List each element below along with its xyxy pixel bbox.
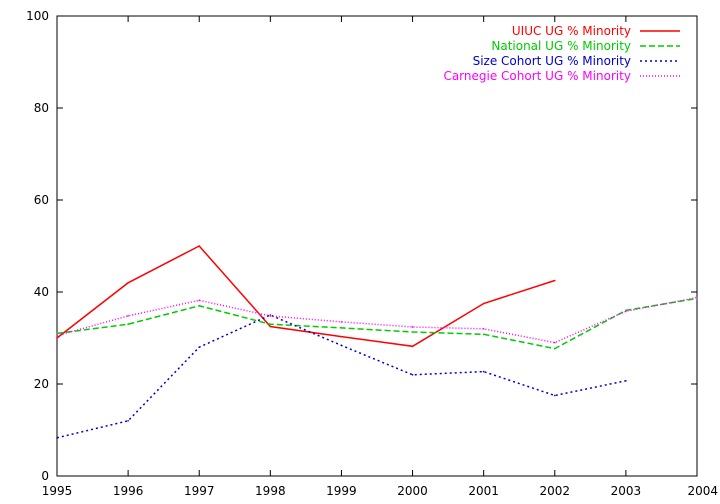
series-lines [56,245,698,438]
data-point [483,334,485,336]
data-point [412,331,414,333]
data-point [127,282,129,284]
y-tick-label: 40 [34,285,49,299]
data-point [412,326,414,328]
y-tick-label: 100 [26,9,49,23]
data-point [56,333,58,335]
data-point [554,280,556,282]
data-point [554,395,556,397]
x-tick-label: 2000 [397,484,428,498]
data-point [625,311,627,313]
data-point [56,335,58,337]
data-point [270,323,272,325]
x-tick-label: 1998 [255,484,286,498]
x-tick-labels: 1995 1996 1997 1998 1999 2000 2001 2002 2003 2004 [42,484,718,498]
data-point [412,345,414,347]
data-point [56,437,58,439]
data-point [198,346,200,348]
x-tick-label: 2003 [611,484,642,498]
legend-label: UIUC UG % Minority [512,24,631,38]
y-tick-labels: 0 20 40 60 80 100 [26,9,49,483]
x-tick-label: 2001 [468,484,499,498]
legend-label: Carnegie Cohort UG % Minority [443,69,631,83]
data-point [412,374,414,376]
data-point [127,315,129,317]
series-line-4 [57,298,697,343]
data-point [56,337,58,339]
axis-ticks [57,16,697,476]
data-point [198,245,200,247]
data-point [696,297,698,299]
data-point [127,323,129,325]
legend-label: National UG % Minority [491,39,631,53]
data-point [483,371,485,373]
y-tick-label: 0 [41,469,49,483]
series-line-1 [57,246,555,346]
series-line-3 [57,315,626,438]
data-point [554,342,556,344]
data-point [554,348,556,350]
y-tick-label: 80 [34,101,49,115]
x-tick-label: 1997 [184,484,215,498]
x-tick-label: 2004 [687,484,718,498]
data-point [625,380,627,382]
y-tick-label: 60 [34,193,49,207]
data-point [483,328,485,330]
data-point [341,321,343,323]
x-tick-label: 2002 [540,484,571,498]
data-point [127,420,129,422]
data-point [483,303,485,305]
plot-frame [57,16,697,476]
x-tick-label: 1999 [326,484,357,498]
data-point [270,326,272,328]
data-point [198,305,200,307]
y-tick-label: 20 [34,377,49,391]
data-point [341,345,343,347]
data-point [270,315,272,317]
x-tick-label: 1995 [42,484,73,498]
x-tick-label: 1996 [113,484,144,498]
data-point [341,336,343,338]
legend-label: Size Cohort UG % Minority [473,54,631,68]
data-point [198,299,200,301]
data-point [341,327,343,329]
